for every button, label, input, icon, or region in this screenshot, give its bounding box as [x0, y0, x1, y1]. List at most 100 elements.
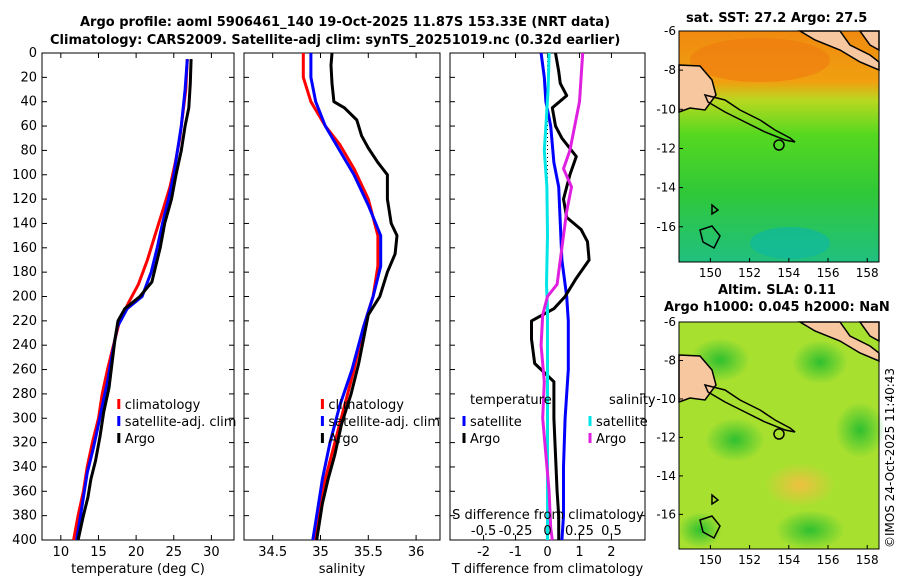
sst-lat-tick-label: -10 — [656, 102, 676, 116]
s-difference-tick-label: -0.25 — [499, 524, 533, 539]
sla-map-axes: 150 152 154 156 158 -6 -8 -10 -12 -14 -16 — [656, 315, 878, 567]
temperature-xtick-label: 30 — [203, 545, 220, 560]
sst-lon-tick-label: 158 — [856, 266, 879, 280]
depth-tick-label: 220 — [12, 314, 37, 329]
depth-tick-label: 160 — [12, 241, 37, 256]
sla-lon-tick-label: 154 — [777, 553, 800, 567]
sst-lon-tick-label: 152 — [738, 266, 761, 280]
temperature-legend-label: satellite-adj. clim — [125, 415, 237, 430]
difference-xtick-label: 1 — [575, 545, 583, 560]
difference-xtick-label: -2 — [477, 545, 490, 560]
difference-panel: -2 -1 0 1 2 T difference from climatology temp… — [449, 52, 656, 577]
sla-lon-tick-label: 156 — [817, 553, 840, 567]
salinity-xtick-label: 34.5 — [258, 545, 287, 560]
temperature-legend-label: Argo — [125, 432, 155, 447]
sla-low-4 — [705, 418, 765, 462]
sla-map-title-line-1: Altim. SLA: 0.11 — [718, 283, 836, 298]
depth-tick-label: 340 — [12, 460, 37, 475]
salinity-series-climatology — [301, 53, 380, 541]
sla-low-3 — [835, 402, 885, 458]
sla-lat-tick-label: -8 — [664, 353, 676, 367]
depth-tick-label: 20 — [20, 70, 37, 85]
depth-tick-label: 400 — [12, 533, 37, 548]
sst-lat-tick-label: -12 — [656, 141, 676, 155]
sst-lat-tick-label: -6 — [664, 24, 676, 38]
legend-salinity-header: salinity — [609, 393, 656, 408]
sst-lon-tick-label: 156 — [817, 266, 840, 280]
sst-lat-tick-label: -8 — [664, 63, 676, 77]
figure-title-line-2: Climatology: CARS2009. Satellite-adj cli… — [50, 33, 621, 48]
s-difference-axis-label: S difference from climatology — [452, 508, 644, 523]
legend-salinity-label: Argo — [596, 432, 626, 447]
temperature-xtick-label: 15 — [90, 545, 107, 560]
depth-tick-label: 40 — [20, 95, 37, 110]
sla-low-5 — [775, 510, 845, 550]
sst-map-axes: 150 152 154 156 158 -6 -8 -10 -12 -14 -16 — [656, 24, 878, 280]
sst-map — [678, 30, 880, 263]
sst-islands-south — [699, 203, 721, 250]
salinity-axes-frame — [243, 52, 441, 541]
depth-tick-label: 140 — [12, 216, 37, 231]
depth-tick-label: 360 — [12, 484, 37, 499]
difference-xtick-label: -1 — [509, 545, 522, 560]
sst-cool-patch — [750, 227, 830, 259]
salinity-series-satellite-adj-clim — [309, 53, 383, 541]
depth-tick-label: 320 — [12, 436, 37, 451]
sst-argo-position-marker — [773, 139, 785, 151]
sla-low-6 — [678, 512, 722, 548]
sst-lon-tick-label: 150 — [699, 266, 722, 280]
sla-high-1 — [765, 463, 835, 507]
difference-series-salinity-argo — [539, 52, 585, 541]
sla-lon-tick-label: 158 — [856, 553, 879, 567]
difference-xtick-label: 2 — [607, 545, 615, 560]
salinity-legend-label: Argo — [328, 432, 358, 447]
temperature-xtick-label: 25 — [165, 545, 182, 560]
depth-tick-label: 240 — [12, 338, 37, 353]
sla-lon-tick-label: 150 — [699, 553, 722, 567]
sla-argo-position-marker — [773, 428, 785, 440]
s-difference-tick-label: -0.5 — [471, 524, 496, 539]
temperature-xlabel: temperature (deg C) — [71, 562, 205, 577]
sla-map — [678, 321, 885, 550]
depth-tick-label: 300 — [12, 411, 37, 426]
depth-tick-label: 180 — [12, 265, 37, 280]
temperature-xtick-label: 20 — [128, 545, 145, 560]
s-difference-tick-label: 0 — [543, 524, 551, 539]
s-difference-tick-label: 0.25 — [565, 524, 594, 539]
depth-tick-label: 80 — [20, 143, 37, 158]
difference-xtick-label: 0 — [543, 545, 551, 560]
salinity-xtick-label: 35 — [312, 545, 329, 560]
legend-temperature-label: Argo — [470, 432, 500, 447]
sla-map-frame — [678, 321, 880, 550]
sla-map-title-line-2: Argo h1000: 0.045 h2000: NaN — [664, 300, 890, 315]
sla-lat-tick-label: -12 — [656, 430, 676, 444]
sla-lon-tick-label: 152 — [738, 553, 761, 567]
temperature-xtick-label: 10 — [53, 545, 70, 560]
depth-tick-label: 0 — [29, 46, 37, 61]
sst-lat-tick-label: -16 — [656, 220, 676, 234]
salinity-legend-label: satellite-adj. clim — [328, 415, 440, 430]
depth-tick-label: 120 — [12, 192, 37, 207]
sla-low-2 — [792, 340, 848, 384]
sla-lat-tick-label: -16 — [656, 507, 676, 521]
depth-tick-label: 100 — [12, 168, 37, 183]
temperature-series-climatology — [72, 59, 189, 541]
salinity-xtick-label: 35.5 — [354, 545, 383, 560]
salinity-panel: 34.5 35 35.5 36 salinity climatology satellite… — [243, 52, 441, 577]
salinity-xtick-label: 36 — [408, 545, 425, 560]
sla-islands-south — [699, 493, 721, 540]
sst-lat-tick-label: -14 — [656, 181, 676, 195]
salinity-legend-label: climatology — [328, 398, 404, 413]
difference-series-temperature-argo — [530, 52, 591, 540]
legend-temperature-label: satellite — [470, 415, 522, 430]
difference-series-salinity-satellite — [542, 52, 551, 540]
sst-island-chain — [703, 93, 796, 143]
sst-map-frame — [678, 30, 880, 263]
salinity-series-argo — [315, 52, 399, 541]
depth-tick-label: 260 — [12, 363, 37, 378]
depth-tick-label: 280 — [12, 387, 37, 402]
legend-temperature-header: temperature — [470, 393, 552, 408]
temperature-series-argo — [76, 59, 193, 541]
depth-tick-label: 60 — [20, 119, 37, 134]
